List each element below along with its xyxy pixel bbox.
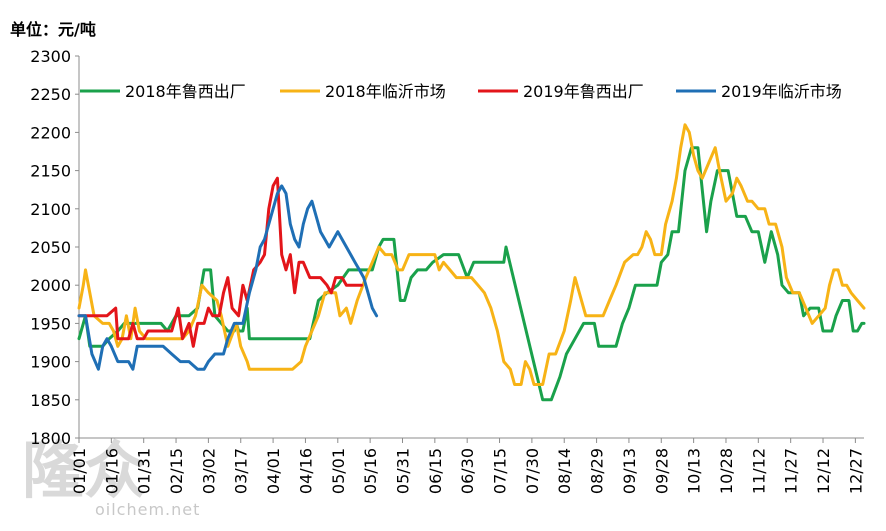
y-tick-label: 2050	[30, 238, 71, 257]
x-tick-label: 11/12	[749, 448, 768, 494]
watermark-logo: 隆众	[22, 440, 146, 502]
x-tick-label: 08/29	[588, 448, 607, 494]
x-tick-label: 10/28	[717, 448, 736, 494]
y-tick-label: 2000	[30, 276, 71, 295]
legend-label-1: 2018年鲁西出厂	[125, 82, 246, 101]
watermark-logo-text: 隆众	[22, 434, 147, 507]
x-tick-label: 03/17	[232, 448, 251, 494]
y-tick-label: 1850	[30, 391, 71, 410]
x-tick-label: 11/27	[782, 448, 801, 494]
series-line-3	[77, 176, 363, 348]
y-tick-label: 1950	[30, 314, 71, 333]
x-tick-label: 04/01	[264, 448, 283, 494]
x-tick-label: 06/15	[426, 448, 445, 494]
x-tick-label: 09/13	[620, 448, 639, 494]
x-tick-label: 04/16	[296, 448, 315, 494]
x-tick-label: 06/30	[458, 448, 477, 494]
x-tick-label: 05/16	[361, 448, 380, 494]
legend-label-2: 2018年临沂市场	[325, 82, 446, 101]
x-tick-label: 12/12	[814, 448, 833, 494]
x-tick-label: 01/01	[70, 448, 89, 494]
y-unit-label: 单位：元/吨	[10, 20, 96, 39]
chart-legend: 2018年鲁西出厂 2018年临沂市场 2019年鲁西出厂 2019年临沂市场	[80, 82, 842, 101]
x-tick-label: 03/02	[199, 448, 218, 494]
series-line-1	[77, 146, 866, 402]
x-tick-label: 07/30	[523, 448, 542, 494]
watermark-url: oilchem.net	[95, 500, 201, 519]
x-tick-label: 10/13	[685, 448, 704, 494]
x-tick-label: 05/01	[329, 448, 348, 494]
legend-label-3: 2019年鲁西出厂	[523, 82, 644, 101]
y-tick-label: 2100	[30, 200, 71, 219]
x-tick-label: 12/27	[846, 448, 865, 494]
x-tick-label: 09/28	[652, 448, 671, 494]
x-tick-label: 02/15	[167, 448, 186, 494]
x-tick-label: 01/16	[102, 448, 121, 494]
x-tick-label: 05/31	[393, 448, 412, 494]
series-line-2	[77, 123, 866, 386]
legend-label-4: 2019年临沂市场	[721, 82, 842, 101]
y-tick-label: 2150	[30, 162, 71, 181]
y-tick-label: 1800	[30, 429, 71, 448]
x-tick-label: 08/14	[555, 448, 574, 494]
y-tick-label: 2250	[30, 85, 71, 104]
series-line-4	[77, 184, 379, 371]
chart-series	[77, 123, 866, 402]
x-tick-label: 07/15	[491, 448, 510, 494]
x-tick-label: 01/31	[135, 448, 154, 494]
y-tick-label: 2200	[30, 123, 71, 142]
chart-axes: 1800 1850 1900 1950 2000 2050 2100 2150 2200 2250…	[30, 47, 865, 494]
y-tick-label: 1900	[30, 353, 71, 372]
y-tick-label: 2300	[30, 47, 71, 66]
